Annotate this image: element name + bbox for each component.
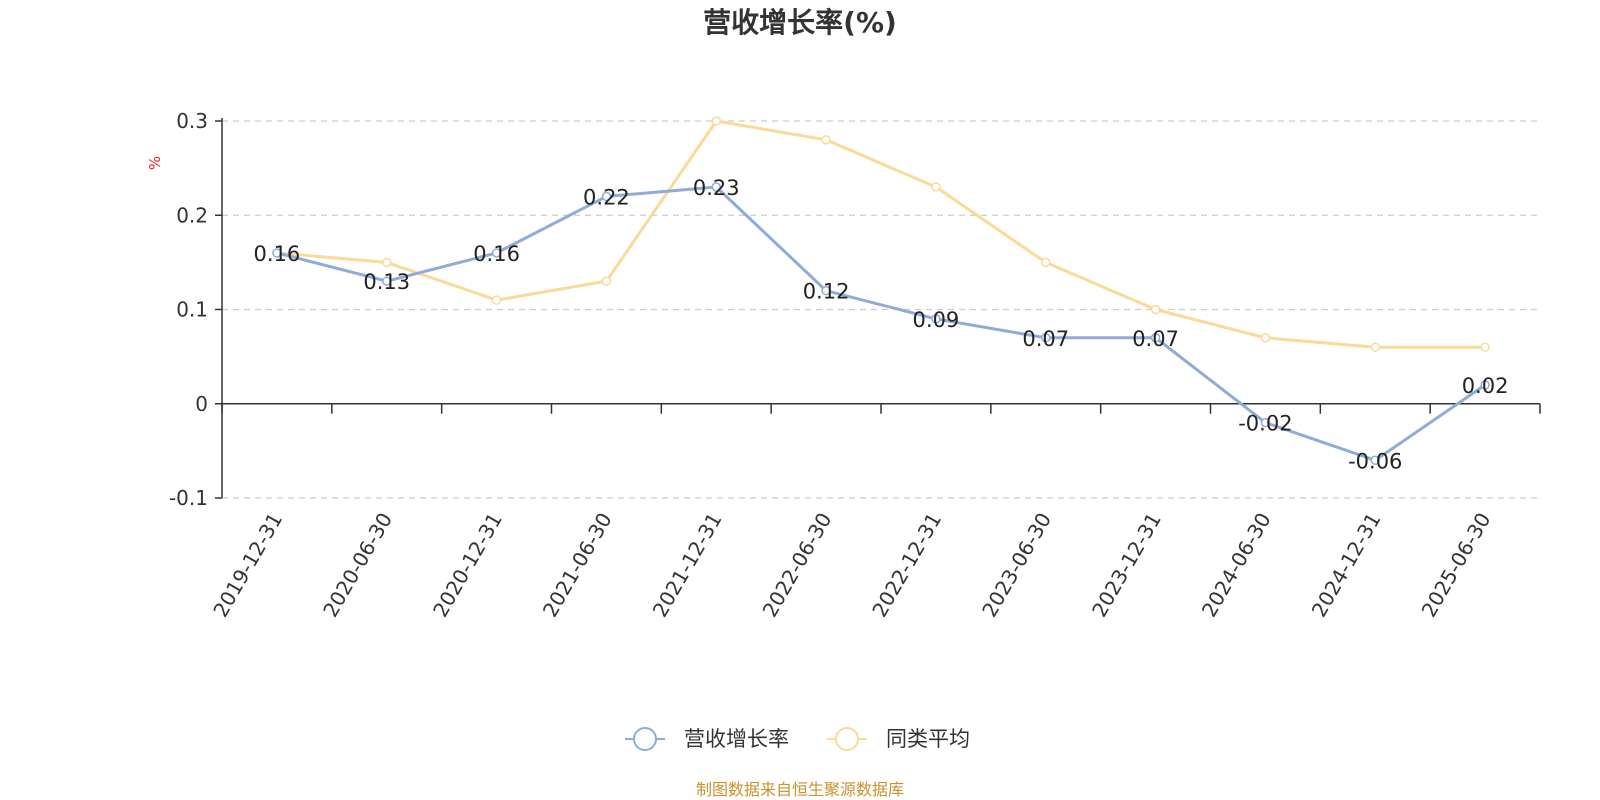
data-point-revenue-growth bbox=[1370, 455, 1380, 466]
data-label: 0.02 bbox=[1462, 374, 1509, 398]
x-tick-label: 2020-12-31 bbox=[428, 509, 507, 622]
data-point-revenue-growth bbox=[711, 182, 721, 192]
data-label: 0.13 bbox=[363, 270, 410, 294]
x-tick-label: 2024-06-30 bbox=[1197, 509, 1276, 622]
data-label: 0.22 bbox=[583, 185, 630, 209]
legend-item-peer-average[interactable]: 同类平均 bbox=[827, 727, 970, 751]
legend-marker-revenue-growth bbox=[633, 727, 657, 751]
data-point-peer-average bbox=[711, 116, 721, 126]
data-point-revenue-growth bbox=[931, 314, 941, 324]
data-point-peer-average bbox=[1370, 342, 1380, 352]
x-axis: 2019-12-31 2020-06-30 2020-12-31 2021-06-30… bbox=[208, 403, 1541, 622]
data-point-revenue-growth bbox=[382, 276, 392, 286]
legend-label-revenue-growth: 营收增长率 bbox=[684, 727, 789, 751]
data-label: -0.06 bbox=[1348, 449, 1402, 473]
data-labels: 0.16 0.13 0.16 0.22 0.23 0.12 0.09 0.07 0.07 -0.0… bbox=[254, 176, 1509, 473]
data-point-revenue-growth bbox=[821, 285, 831, 296]
data-point-peer-average bbox=[382, 257, 392, 268]
data-label: 0.12 bbox=[803, 280, 850, 304]
y-tick-label: 0.3 bbox=[176, 109, 208, 133]
data-label: 0.07 bbox=[1132, 327, 1179, 351]
x-tick-label: 2023-12-31 bbox=[1087, 509, 1166, 622]
legend-label-peer-average: 同类平均 bbox=[886, 727, 970, 751]
series-layer bbox=[272, 116, 1490, 466]
x-tick-label: 2022-06-30 bbox=[758, 509, 837, 622]
data-point-peer-average bbox=[491, 295, 502, 305]
data-point-peer-average bbox=[1150, 304, 1161, 315]
x-tick-label: 2019-12-31 bbox=[208, 509, 287, 622]
x-tick-label: 2020-06-30 bbox=[318, 509, 397, 622]
legend[interactable]: 营收增长率 同类平均 bbox=[625, 727, 970, 751]
data-point-revenue-growth bbox=[272, 248, 282, 258]
data-label: -0.02 bbox=[1238, 412, 1292, 436]
data-point-peer-average bbox=[1260, 333, 1271, 343]
data-point-peer-average bbox=[1041, 257, 1051, 268]
data-point-revenue-growth bbox=[1150, 333, 1161, 343]
data-point-peer-average bbox=[601, 276, 612, 286]
y-tick-label: 0.2 bbox=[176, 203, 208, 227]
data-point-peer-average bbox=[821, 135, 831, 145]
series-line-peer-average bbox=[276, 119, 1486, 349]
legend-item-revenue-growth[interactable]: 营收增长率 bbox=[625, 727, 789, 751]
x-tick-label: 2022-12-31 bbox=[867, 509, 946, 622]
y-tick-label: -0.1 bbox=[169, 486, 208, 510]
data-label: 0.09 bbox=[913, 308, 960, 332]
data-label: 0.16 bbox=[473, 242, 520, 266]
series-line-revenue-growth bbox=[276, 185, 1486, 462]
data-point-revenue-growth bbox=[1480, 380, 1490, 390]
x-tick-label: 2025-06-30 bbox=[1417, 509, 1496, 622]
y-axis-label: % bbox=[146, 156, 164, 170]
y-axis-ticks: -0.1 0 0.1 0.2 0.3 bbox=[169, 109, 223, 510]
x-tick-label: 2021-06-30 bbox=[538, 509, 617, 622]
data-point-peer-average bbox=[1480, 342, 1490, 352]
data-point-peer-average bbox=[931, 182, 941, 192]
y-tick-label: 0.1 bbox=[176, 298, 208, 322]
legend-marker-peer-average bbox=[835, 727, 859, 751]
data-point-revenue-growth bbox=[1260, 417, 1271, 428]
grid-lines bbox=[222, 120, 1540, 499]
chart-title: 营收增长率(%) bbox=[703, 6, 897, 39]
data-label: 0.07 bbox=[1022, 327, 1069, 351]
data-point-revenue-growth bbox=[1041, 333, 1051, 343]
data-point-revenue-growth bbox=[491, 248, 502, 258]
x-tick-label: 2023-06-30 bbox=[977, 509, 1056, 622]
x-tick-label: 2024-12-31 bbox=[1307, 509, 1386, 622]
data-point-revenue-growth bbox=[601, 191, 612, 202]
x-tick-label: 2021-12-31 bbox=[648, 509, 727, 622]
data-label: 0.23 bbox=[693, 176, 740, 200]
source-note: 制图数据来自恒生聚源数据库 bbox=[696, 780, 904, 799]
data-label: 0.16 bbox=[254, 242, 301, 266]
y-tick-label: 0 bbox=[195, 392, 208, 416]
